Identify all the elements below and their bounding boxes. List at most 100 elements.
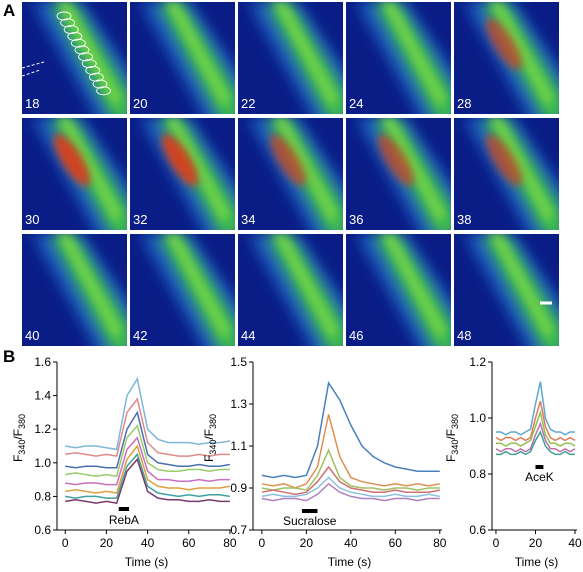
image-tile: 32 bbox=[130, 118, 235, 230]
image-tile: 44 bbox=[238, 234, 343, 346]
y-tick-label: 1.6 bbox=[34, 355, 51, 369]
image-tile: 28 bbox=[454, 2, 559, 114]
stimulus-bar bbox=[301, 509, 318, 513]
y-tick-label: 1.4 bbox=[34, 389, 51, 403]
stimulus-label: Sucralose bbox=[283, 514, 337, 528]
trace bbox=[261, 414, 440, 489]
roi bbox=[88, 72, 104, 82]
y-tick-label: 1.0 bbox=[469, 411, 486, 425]
y-tick-label: 0.7 bbox=[230, 523, 247, 537]
image-tile: 18 bbox=[22, 2, 127, 114]
trace bbox=[496, 409, 576, 447]
y-label-part: 340 bbox=[208, 440, 218, 455]
trace bbox=[65, 424, 230, 478]
roi bbox=[67, 31, 83, 41]
panel-label: A bbox=[3, 1, 15, 20]
y-label-part: F bbox=[202, 455, 216, 462]
roi bbox=[85, 65, 101, 75]
y-tick-label: 0.6 bbox=[34, 523, 51, 537]
y-label-part: 380 bbox=[17, 414, 27, 429]
image-tile: 40 bbox=[22, 234, 127, 346]
y-tick-label: 1.2 bbox=[34, 422, 51, 436]
trace bbox=[65, 457, 230, 504]
x-axis-label: Time (s) bbox=[515, 555, 559, 569]
y-axis-label: F340/F380 bbox=[202, 414, 218, 462]
image-tile: 42 bbox=[130, 234, 235, 346]
stimulus-bar bbox=[535, 465, 544, 469]
x-tick-label: 0 bbox=[493, 536, 500, 550]
trace bbox=[261, 482, 440, 502]
frame-label: 34 bbox=[241, 212, 255, 227]
trace bbox=[261, 381, 440, 479]
roi bbox=[63, 25, 79, 35]
stimulus-label: RebA bbox=[109, 513, 139, 527]
roi bbox=[81, 59, 97, 69]
frame-label: 32 bbox=[133, 212, 147, 227]
y-tick-label: 1.5 bbox=[230, 355, 247, 369]
x-axis-label: Time (s) bbox=[125, 555, 169, 569]
roi bbox=[70, 38, 86, 48]
image-tile: 24 bbox=[346, 2, 451, 114]
image-tile: 20 bbox=[130, 2, 235, 114]
y-tick-label: 0.6 bbox=[469, 523, 486, 537]
image-tile: 34 bbox=[238, 118, 343, 230]
frame-label: 20 bbox=[133, 96, 147, 111]
y-label-part: 380 bbox=[450, 414, 460, 429]
x-tick-label: 40 bbox=[141, 536, 155, 550]
trace bbox=[495, 421, 576, 453]
frame-label: 24 bbox=[349, 96, 363, 111]
trace bbox=[65, 376, 231, 451]
y-label-part: F bbox=[444, 455, 458, 462]
frame-label: 30 bbox=[25, 212, 39, 227]
y-label-part: 380 bbox=[208, 414, 218, 429]
x-axis-label: Time (s) bbox=[328, 555, 372, 569]
y-label-part: /F bbox=[444, 429, 458, 440]
frame-label: 44 bbox=[241, 328, 255, 343]
trace bbox=[495, 400, 576, 442]
image-tile: 46 bbox=[346, 234, 451, 346]
y-tick-label: 1.1 bbox=[230, 439, 247, 453]
y-tick-label: 1.3 bbox=[230, 397, 247, 411]
y-tick-label: 0.9 bbox=[230, 481, 247, 495]
trace bbox=[65, 452, 231, 499]
y-tick-label: 1.2 bbox=[469, 355, 486, 369]
roi bbox=[60, 18, 76, 28]
y-label-part: 340 bbox=[17, 440, 27, 455]
frame-label: 36 bbox=[349, 212, 363, 227]
stimulus-label: AceK bbox=[525, 470, 554, 484]
panel-label: B bbox=[3, 347, 15, 366]
x-tick-label: 0 bbox=[259, 536, 266, 550]
x-tick-label: 0 bbox=[62, 536, 69, 550]
trace bbox=[261, 465, 440, 496]
trace bbox=[65, 444, 231, 494]
x-tick-label: 60 bbox=[182, 536, 196, 550]
roi bbox=[92, 79, 108, 89]
x-tick-label: 20 bbox=[529, 536, 543, 550]
trace bbox=[65, 436, 230, 486]
region-line bbox=[22, 61, 45, 77]
x-tick-label: 80 bbox=[433, 536, 447, 550]
x-tick-label: 40 bbox=[344, 536, 358, 550]
image-tile: 36 bbox=[346, 118, 451, 230]
frame-label: 18 bbox=[25, 96, 39, 111]
frame-label: 22 bbox=[241, 96, 255, 111]
x-tick-label: 60 bbox=[389, 536, 403, 550]
image-tile: 38 bbox=[454, 118, 559, 230]
trace bbox=[261, 476, 440, 498]
frame-label: 28 bbox=[457, 96, 471, 111]
y-axis-label: F340/F380 bbox=[444, 414, 460, 462]
y-tick-label: 1.0 bbox=[34, 456, 51, 470]
stimulus-bar bbox=[118, 507, 130, 511]
roi bbox=[96, 86, 112, 96]
x-tick-label: 80 bbox=[223, 536, 237, 550]
y-axis-label: F340/F380 bbox=[11, 414, 27, 462]
y-tick-label: 0.8 bbox=[34, 489, 51, 503]
image-tile: 22 bbox=[238, 2, 343, 114]
frame-label: 48 bbox=[457, 328, 471, 343]
y-tick-label: 0.8 bbox=[469, 467, 486, 481]
frame-label: 38 bbox=[457, 212, 471, 227]
image-tile: 30 bbox=[22, 118, 127, 230]
frame-label: 46 bbox=[349, 328, 363, 343]
